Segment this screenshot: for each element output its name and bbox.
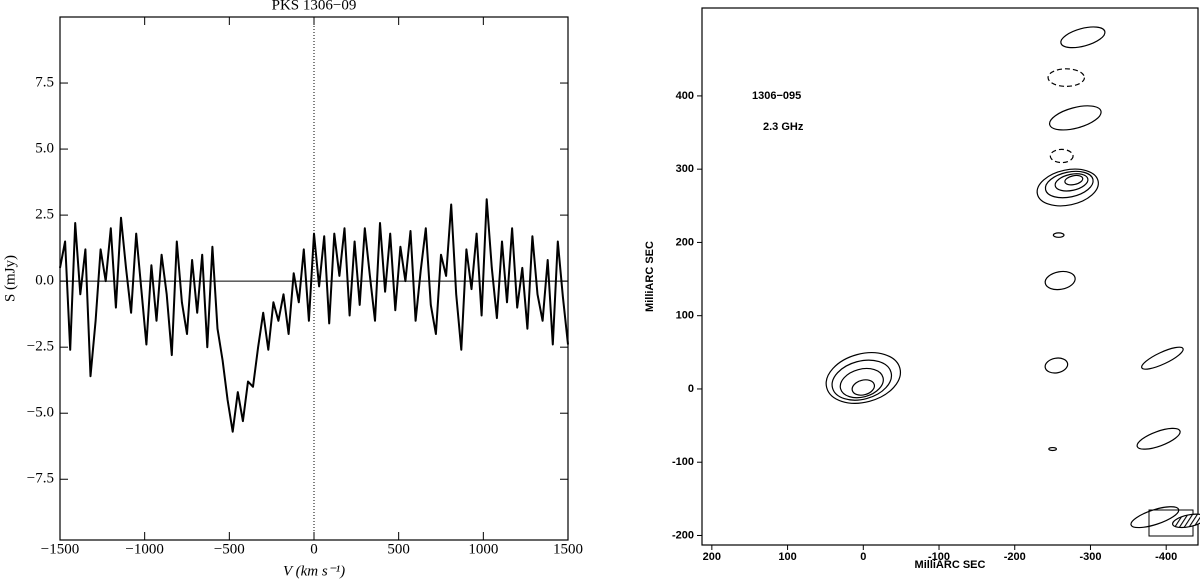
x-tick-label: 0 [860,551,866,563]
y-tick-label: 0 [688,383,694,395]
contour [1141,346,1184,370]
contour [1044,357,1069,374]
contour-panel: 200 100 0 -100 -200 -300 -400 -200 -100 0 100 200 30… [644,7,1200,571]
contour [839,367,884,399]
x-tick-label: 100 [778,551,796,563]
y-tick-label: 400 [676,90,694,102]
contour [1044,170,1094,199]
x-tick-label: 200 [703,551,721,563]
x-tick-label: -400 [1155,551,1177,563]
y-tick-label: −7.5 [27,471,54,487]
contour [851,379,876,396]
y-tick-label: 7.5 [35,74,54,90]
beam [1171,513,1200,529]
x-tick-label: -100 [928,551,950,563]
x-tick-label: 1000 [468,541,498,557]
contour [1048,105,1102,131]
x-tick-label: 1500 [553,541,583,557]
contour [1049,148,1074,164]
y-tick-label: -100 [672,456,694,468]
x-tick-label: −500 [214,541,245,557]
contour [1052,232,1065,238]
contour [1064,174,1084,186]
x-tick-label: 0 [310,541,318,557]
contour [1130,506,1180,529]
annotation-source: 1306−095 [752,90,801,102]
contour [1048,446,1057,452]
y-tick-label: 300 [676,163,694,175]
spectrum-panel: −1500 −1000 −500 0 500 1000 1500 −7.5 −5.0 −2.5 0.… [2,0,583,579]
annotation-frequency: 2.3 GHz [763,121,804,133]
contour [1054,173,1089,192]
contour [1047,68,1086,87]
x-axis-label: MilliARC SEC [915,559,986,571]
x-axis-label: V (km s⁻¹) [283,563,345,579]
x-tick-label: −1500 [41,541,79,557]
y-tick-label: 5.0 [35,141,54,157]
chart-title: PKS 1306−09 [272,0,357,13]
plot-frame [701,7,1199,546]
contour [1060,26,1106,49]
x-tick-label: -300 [1079,551,1101,563]
y-tick-label: -200 [672,529,694,541]
x-tick-label: -200 [1004,551,1026,563]
contour [825,352,901,404]
y-tick-label: −5.0 [27,405,54,421]
y-tick-label: 2.5 [35,207,54,223]
y-tick-label: 0.0 [35,273,54,289]
y-tick-label: −2.5 [27,339,54,355]
y-axis-label: S (mJy) [2,255,18,302]
contour [1036,168,1099,207]
contour [1044,270,1076,291]
y-axis-label: MilliARC SEC [644,241,656,312]
x-tick-label: 500 [387,541,410,557]
y-tick-label: 100 [676,310,694,322]
spectrum-line [59,198,569,433]
contour [831,359,893,401]
y-tick-label: 200 [676,236,694,248]
contour [1136,427,1181,450]
x-tick-label: −1000 [125,541,163,557]
